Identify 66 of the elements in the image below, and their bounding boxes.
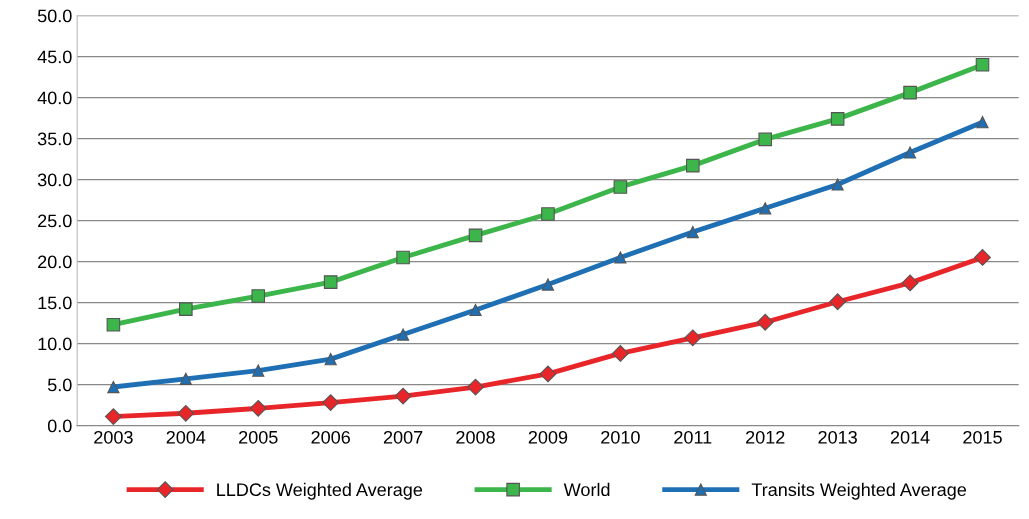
x-tick-label: 2012 [746, 430, 785, 444]
point [541, 278, 555, 291]
y-tick-label: 20.0 [38, 255, 72, 269]
point [976, 116, 989, 129]
y-tick-label: 45.0 [37, 50, 72, 64]
point [539, 365, 557, 383]
point [322, 394, 340, 412]
point [249, 399, 267, 417]
point [396, 250, 410, 265]
point [177, 404, 195, 422]
x-tick-label: 2011 [674, 430, 712, 444]
point [903, 146, 917, 159]
point [179, 372, 192, 385]
x-tick-label: 2009 [528, 430, 568, 444]
point [467, 378, 484, 396]
point [831, 178, 844, 191]
point [684, 329, 702, 347]
legend-label: World [563, 482, 610, 497]
point [106, 317, 121, 332]
x-tick-label: 2004 [166, 430, 206, 444]
point [251, 289, 266, 303]
x-tick-label: 2014 [890, 430, 930, 444]
legend-label: LLDCs Weighted Average [217, 482, 423, 500]
y-tick-label: 40.0 [37, 91, 72, 105]
x-tick-label: 2007 [383, 430, 423, 444]
point [252, 364, 265, 377]
x-tick-label: 2003 [94, 430, 133, 444]
x-tick-label: 2015 [963, 430, 1002, 444]
point [613, 180, 628, 194]
y-tick-label: 25.0 [38, 214, 72, 228]
x-tick-label: 2005 [239, 430, 278, 444]
x-tick-label: 2006 [311, 430, 350, 444]
point [829, 293, 847, 311]
point [396, 328, 410, 341]
point [903, 85, 917, 100]
point [830, 112, 845, 126]
point [468, 228, 483, 243]
y-tick-label: 30.0 [37, 173, 72, 187]
point [107, 380, 120, 394]
x-tick-label: 2010 [601, 430, 640, 444]
point [104, 408, 122, 425]
point [974, 249, 991, 266]
y-tick-label: 35.0 [37, 132, 72, 146]
point [756, 313, 774, 331]
point [324, 353, 337, 366]
x-tick-label: 2013 [818, 430, 857, 444]
y-tick-label: 50.0 [37, 9, 72, 23]
x-tick-label: 2008 [456, 430, 495, 444]
point [179, 302, 193, 316]
point [611, 345, 629, 362]
y-tick-label: 5.0 [47, 378, 72, 392]
point [541, 207, 555, 221]
point [469, 303, 482, 317]
point [686, 225, 699, 239]
point [901, 274, 919, 292]
point [323, 275, 338, 289]
y-tick-label: 10.0 [38, 337, 72, 351]
point [685, 158, 700, 173]
y-tick-label: 0.0 [47, 419, 72, 433]
point [614, 251, 627, 264]
point [758, 132, 773, 147]
y-tick-label: 15.0 [38, 296, 72, 310]
point [759, 202, 772, 215]
legend-label: Transits Weighted Average [751, 482, 967, 500]
point [975, 57, 990, 72]
point [394, 387, 412, 405]
